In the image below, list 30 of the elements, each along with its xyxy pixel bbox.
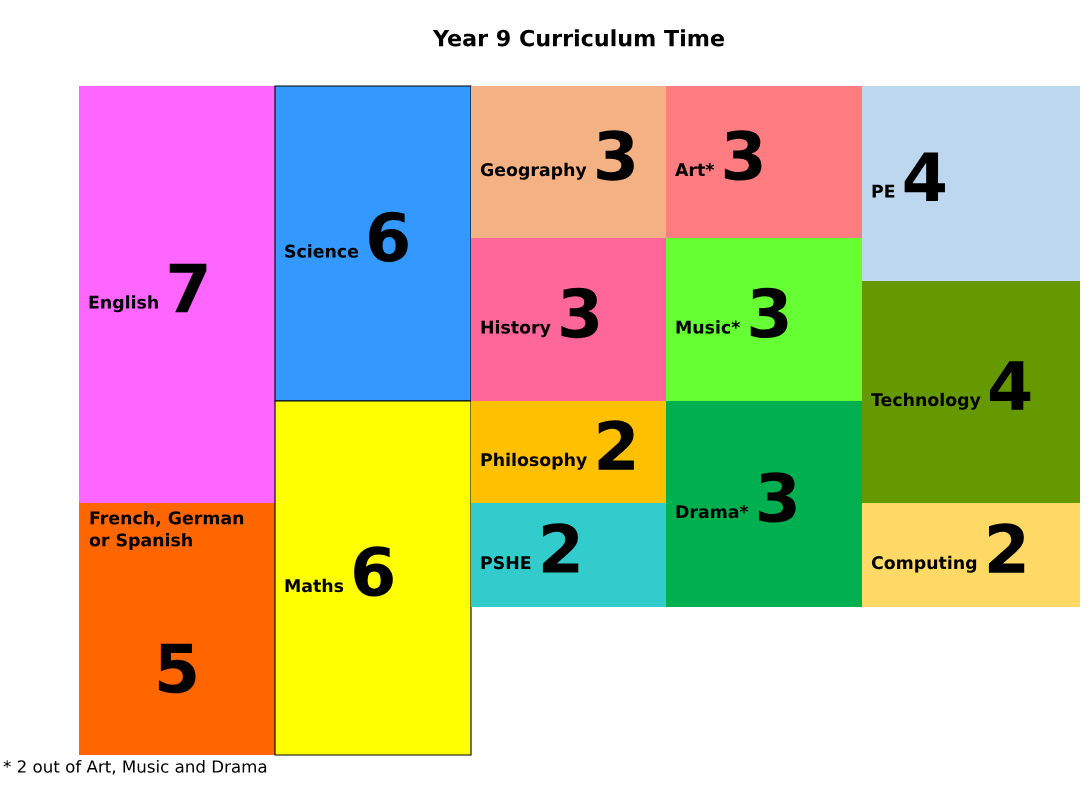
data-label: 4 (904, 152, 945, 202)
category-label: Art* (675, 163, 715, 176)
text: * 2 out of Art, Music and Drama (3, 759, 267, 775)
category-label: History (481, 320, 551, 338)
data-label: 2 (598, 420, 634, 470)
data-label: 3 (759, 472, 796, 523)
data-label: 6 (369, 211, 408, 263)
category-label: Music* (676, 320, 740, 334)
category-label: Technology (871, 392, 981, 410)
data-label: 3 (561, 287, 599, 339)
data-label: 3 (750, 287, 788, 339)
data-label: 3 (724, 130, 762, 181)
data-label: 2 (988, 523, 1025, 573)
category-label: Geography (480, 162, 587, 180)
data-label: 2 (542, 523, 579, 573)
category-label: Drama* (676, 505, 749, 519)
category-label: English (89, 295, 158, 313)
data-label: 3 (597, 130, 634, 181)
category-label: Computing (871, 555, 977, 573)
category-label: PSHE (481, 556, 531, 570)
text: Year 9 Curriculum Time (432, 29, 724, 47)
category-label: Science (285, 244, 359, 258)
data-label: 4 (989, 361, 1031, 410)
data-label: 7 (169, 263, 207, 313)
data-label: 6 (354, 546, 393, 597)
category-label: Philosophy (481, 452, 587, 470)
data-label: 5 (158, 643, 196, 694)
category-label: French, German or Spanish (89, 511, 244, 550)
category-label: Maths (285, 578, 344, 593)
category-label: PE (872, 184, 895, 198)
